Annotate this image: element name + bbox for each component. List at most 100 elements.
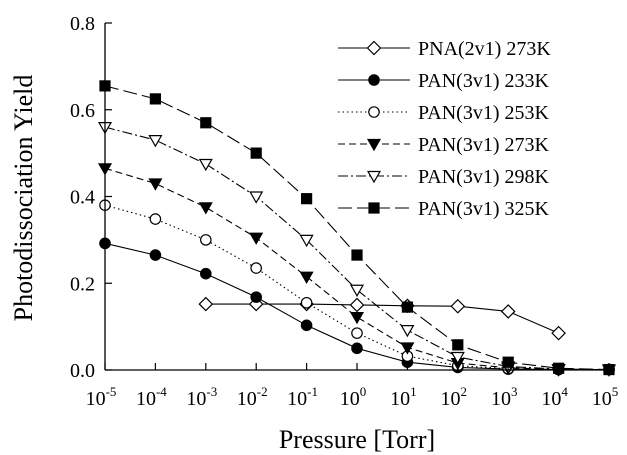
x-tick-label: 100 — [340, 384, 367, 410]
x-tick-exponent: 0 — [360, 384, 367, 399]
series-line — [104, 126, 610, 371]
data-point-diamond — [500, 304, 516, 319]
y-tick-label: 0.6 — [70, 100, 95, 122]
y-tick-label: 0.0 — [70, 360, 95, 382]
x-tick-label: 104 — [541, 384, 568, 410]
legend-entry: PAN(3v1) 253K — [338, 102, 549, 124]
legend-entry: PAN(3v1) 273K — [338, 134, 549, 156]
x-tick-base: 10 — [136, 388, 156, 410]
x-tick-base: 10 — [186, 388, 206, 410]
x-tick-exponent: 3 — [511, 384, 518, 399]
data-point-circle — [200, 267, 212, 280]
x-tick-label: 10-3 — [186, 384, 217, 410]
y-axis-title: Photodissociation Yield — [9, 75, 38, 322]
data-point-triangle — [198, 202, 213, 215]
series-line — [205, 303, 559, 334]
x-tick-label: 102 — [441, 384, 468, 410]
data-point-diamond — [366, 40, 382, 56]
series-line — [104, 167, 609, 371]
x-tick-label: 101 — [390, 384, 417, 410]
data-point-circle — [149, 213, 162, 225]
data-point-triangle — [148, 135, 163, 148]
x-tick-label: 103 — [491, 384, 518, 410]
x-tick-label: 10-4 — [136, 384, 167, 410]
x-tick-exponent: -1 — [307, 384, 318, 399]
data-point-triangle — [349, 284, 365, 297]
legend-label: PAN(3v1) 273K — [418, 134, 549, 156]
x-tick-exponent: 1 — [410, 384, 417, 399]
data-point-circle — [300, 296, 313, 309]
x-tick-base: 10 — [237, 388, 257, 410]
data-point-triangle — [349, 311, 365, 325]
x-tick-base: 10 — [86, 388, 106, 410]
data-point-circle — [351, 342, 363, 355]
x-tick-exponent: -4 — [156, 384, 167, 399]
legend: PNA(2v1) 273K PAN(3v1) 233K PAN(3v1) 253K P… — [338, 38, 551, 220]
data-point-circle — [300, 319, 313, 332]
y-tick-label: 0.2 — [70, 273, 95, 295]
data-point-triangle — [299, 271, 314, 284]
data-point-triangle — [249, 232, 264, 245]
x-tick-base: 10 — [541, 388, 561, 410]
axes-layer: 0.00.20.40.60.810-5 10-4 10-3 10-2 10-1 100 10… — [70, 13, 618, 410]
x-tick-base: 10 — [592, 388, 612, 410]
legend-label: PAN(3v1) 298K — [418, 166, 549, 188]
series-layer — [97, 80, 617, 377]
data-point-square — [149, 93, 161, 105]
x-tick-base: 10 — [441, 388, 461, 410]
data-point-triangle — [400, 342, 415, 355]
data-point-triangle — [450, 351, 465, 365]
data-point-triangle — [198, 158, 213, 172]
x-tick-label: 10-1 — [287, 384, 318, 410]
x-tick-base: 10 — [390, 388, 410, 410]
x-tick-label: 105 — [592, 384, 619, 410]
data-point-diamond — [450, 298, 466, 314]
y-tick-label: 0.4 — [70, 187, 95, 209]
data-point-square — [368, 202, 380, 214]
data-point-diamond — [551, 325, 566, 341]
data-point-diamond — [349, 297, 365, 313]
legend-label: PAN(3v1) 325K — [418, 198, 549, 220]
series-1 — [198, 296, 566, 341]
data-point-triangle — [366, 170, 382, 184]
x-tick-base: 10 — [491, 388, 511, 410]
data-point-square — [250, 147, 262, 159]
data-point-triangle — [400, 324, 415, 338]
data-point-triangle — [299, 234, 314, 248]
legend-entry: PNA(2v1) 273K — [338, 38, 551, 60]
x-tick-exponent: 5 — [612, 384, 619, 399]
data-point-triangle — [249, 191, 264, 204]
y-tick-label: 0.8 — [70, 13, 95, 35]
data-point-triangle — [148, 178, 163, 191]
data-point-circle — [200, 234, 212, 246]
data-point-square — [301, 193, 313, 205]
data-point-square — [452, 339, 464, 351]
x-tick-label: 10-5 — [86, 384, 117, 410]
data-point-circle — [250, 291, 263, 303]
x-tick-base: 10 — [287, 388, 307, 410]
legend-label: PAN(3v1) 253K — [418, 102, 549, 124]
data-point-circle — [250, 262, 263, 274]
x-tick-exponent: 4 — [561, 384, 568, 399]
data-point-circle — [149, 249, 162, 261]
data-point-square — [401, 301, 413, 313]
legend-entry: PAN(3v1) 233K — [338, 70, 549, 92]
x-tick-exponent: 2 — [461, 384, 468, 399]
data-point-square — [351, 249, 363, 261]
series-line — [104, 85, 610, 371]
data-point-circle — [368, 74, 380, 86]
x-tick-exponent: -5 — [106, 384, 117, 399]
x-tick-exponent: -2 — [257, 384, 268, 399]
data-point-circle — [368, 106, 380, 118]
data-point-square — [200, 117, 212, 129]
legend-label: PNA(2v1) 273K — [418, 38, 551, 60]
x-tick-label: 10-2 — [237, 384, 268, 410]
data-point-circle — [351, 327, 363, 339]
legend-label: PAN(3v1) 233K — [418, 70, 549, 92]
data-point-diamond — [198, 296, 214, 312]
data-point-triangle — [366, 138, 382, 152]
x-axis-title: Pressure [Torr] — [279, 425, 435, 454]
x-tick-base: 10 — [340, 388, 360, 410]
legend-entry: PAN(3v1) 325K — [338, 198, 549, 220]
